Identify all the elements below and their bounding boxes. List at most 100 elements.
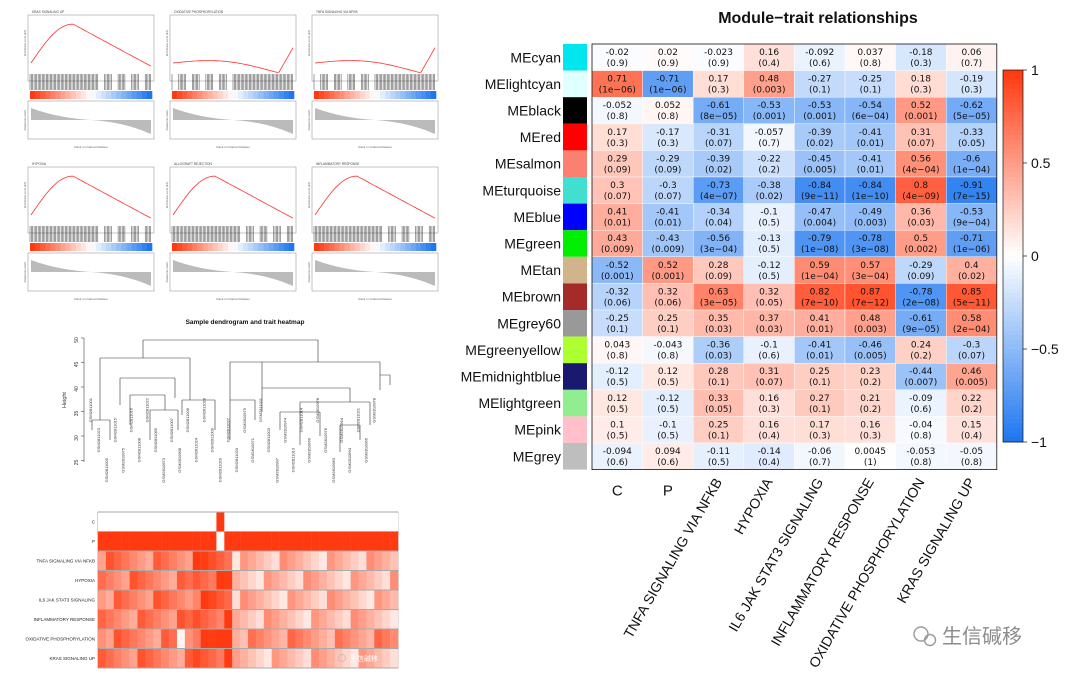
heatmap-corr-label: 0.4 — [964, 261, 979, 271]
trait-axis-label: C — [612, 483, 623, 500]
gsea-es-box — [27, 166, 155, 234]
heatmap-corr-label: 0.052 — [655, 101, 681, 111]
heatmap-pvalue-label: (0.1) — [809, 86, 830, 96]
trait-cell — [287, 590, 296, 609]
gsea-metric-area — [315, 108, 435, 134]
gsea-rank-cell — [410, 91, 416, 99]
trait-cell — [224, 512, 233, 531]
heatmap-cell — [844, 203, 896, 231]
colorbar-tick-label: 0.5 — [1031, 155, 1051, 171]
gsea-rank-cell — [111, 91, 117, 99]
heatmap-corr-label: 0.16 — [759, 48, 779, 58]
trait-cell — [232, 649, 241, 668]
module-label: MElightgreen — [479, 395, 562, 411]
trait-cell — [390, 629, 399, 648]
trait-cell — [208, 571, 217, 590]
gsea-rank-strip — [172, 243, 295, 251]
heatmap-pvalue-label: (0.9) — [657, 59, 678, 69]
gsea-rank-cell — [425, 91, 432, 99]
dendro-leaf-label: GSM2811009 — [210, 427, 215, 452]
gsea-rank-cell — [314, 243, 320, 251]
trait-row — [98, 610, 399, 629]
trait-cell — [232, 571, 241, 590]
dendro-leaf-label: GSM2810969 — [307, 437, 312, 462]
heatmap-pvalue-label: (0.2) — [758, 165, 779, 175]
heatmap-corr-label: -0.45 — [808, 154, 831, 164]
heatmap-corr-label: -0.043 — [653, 341, 682, 351]
trait-cell — [169, 512, 178, 531]
colorbar-step — [1003, 418, 1023, 424]
heatmap-cell — [895, 363, 947, 391]
heatmap-corr-label: -0.47 — [808, 208, 831, 218]
gsea-rank-cell — [329, 243, 335, 251]
colorbar-step — [1003, 181, 1023, 187]
trait-cell — [176, 629, 186, 648]
heatmap-cell — [895, 309, 947, 337]
trait-cell — [216, 590, 225, 609]
module-label: MElightcyan — [485, 76, 561, 92]
gsea-rank-cell — [263, 91, 269, 99]
trait-cell — [208, 649, 217, 668]
trait-cell — [98, 610, 107, 629]
dendro-branch — [142, 339, 319, 362]
gsea-hit-bars — [313, 74, 435, 90]
gsea-rank-cell — [146, 243, 153, 251]
trait-cell — [137, 532, 146, 551]
dendro-leaf-label: GSM2811021 — [355, 407, 360, 432]
trait-cell — [216, 649, 225, 668]
colorbar-step — [1003, 423, 1023, 429]
heatmap-pvalue-label: (0.005) — [803, 165, 836, 175]
gsea-rank-cell — [273, 91, 280, 99]
heatmap-pvalue-label: (0.1) — [607, 325, 628, 335]
dendro-branch — [91, 400, 111, 440]
trait-cell — [390, 590, 399, 609]
heatmap-cell — [794, 389, 846, 417]
trait-cell — [240, 649, 249, 668]
gsea-panel: INFLAMMATORY RESPONSE Rank in Ordered Dat… — [307, 162, 439, 301]
trait-cell — [145, 610, 154, 629]
trait-cell — [319, 590, 328, 609]
gsea-ylabel: Enrichment score (ES) — [165, 30, 169, 56]
gsea-panel: KRAS SIGNALING UP Rank in Ordered Dataset… — [23, 10, 155, 149]
module-color-swatch — [563, 256, 587, 284]
heatmap-pvalue-label: (0.4) — [758, 458, 779, 468]
gsea-panel: TNFA SIGNALING VIA NFKB Rank in Ordered D… — [307, 10, 439, 149]
heatmap-cell — [693, 229, 745, 257]
trait-cell — [311, 629, 320, 648]
trait-cell — [192, 610, 201, 629]
gsea-metric-area — [31, 260, 151, 286]
gsea-rank-cell — [30, 243, 36, 251]
gsea-rank-cell — [197, 91, 203, 99]
gsea-panel-title: OXIDATIVE PHOSPHORYLATION — [174, 10, 224, 14]
heatmap-cell — [946, 96, 998, 124]
gsea-rank-cell — [197, 243, 203, 251]
heatmap-corr-label: 0.82 — [810, 287, 830, 297]
heatmap-corr-label: 0.037 — [857, 48, 883, 58]
trait-cell — [200, 649, 209, 668]
trait-cell — [145, 649, 154, 668]
heatmap-corr-label: -0.11 — [707, 447, 730, 457]
colorbar-step — [1003, 111, 1023, 117]
gsea-rank-cell — [96, 91, 102, 99]
heatmap-corr-label: 0.52 — [658, 261, 678, 271]
heatmap-corr-label: -0.094 — [603, 447, 632, 457]
trait-cell — [358, 590, 367, 609]
heatmap-cell — [794, 150, 846, 178]
heatmap-cell — [743, 283, 795, 311]
heatmap-pvalue-label: (0.5) — [657, 378, 678, 388]
heatmap-cell — [743, 123, 795, 151]
trait-cell — [374, 649, 383, 668]
gsea-rank-cell — [390, 91, 396, 99]
heatmap-pvalue-label: (4e−09) — [902, 192, 939, 202]
colorbar-step — [1003, 214, 1023, 220]
heatmap-corr-label: 0.48 — [860, 314, 880, 324]
trait-cell — [161, 571, 170, 590]
heatmap-cell — [895, 150, 947, 178]
trait-cell — [161, 512, 170, 531]
gsea-rank-cell — [283, 243, 290, 251]
heatmap-corr-label: 0.25 — [658, 314, 678, 324]
trait-cell — [350, 532, 359, 551]
gsea-rank-cell — [375, 243, 381, 251]
gsea-rank-cell — [288, 91, 295, 99]
trait-cell — [382, 532, 391, 551]
